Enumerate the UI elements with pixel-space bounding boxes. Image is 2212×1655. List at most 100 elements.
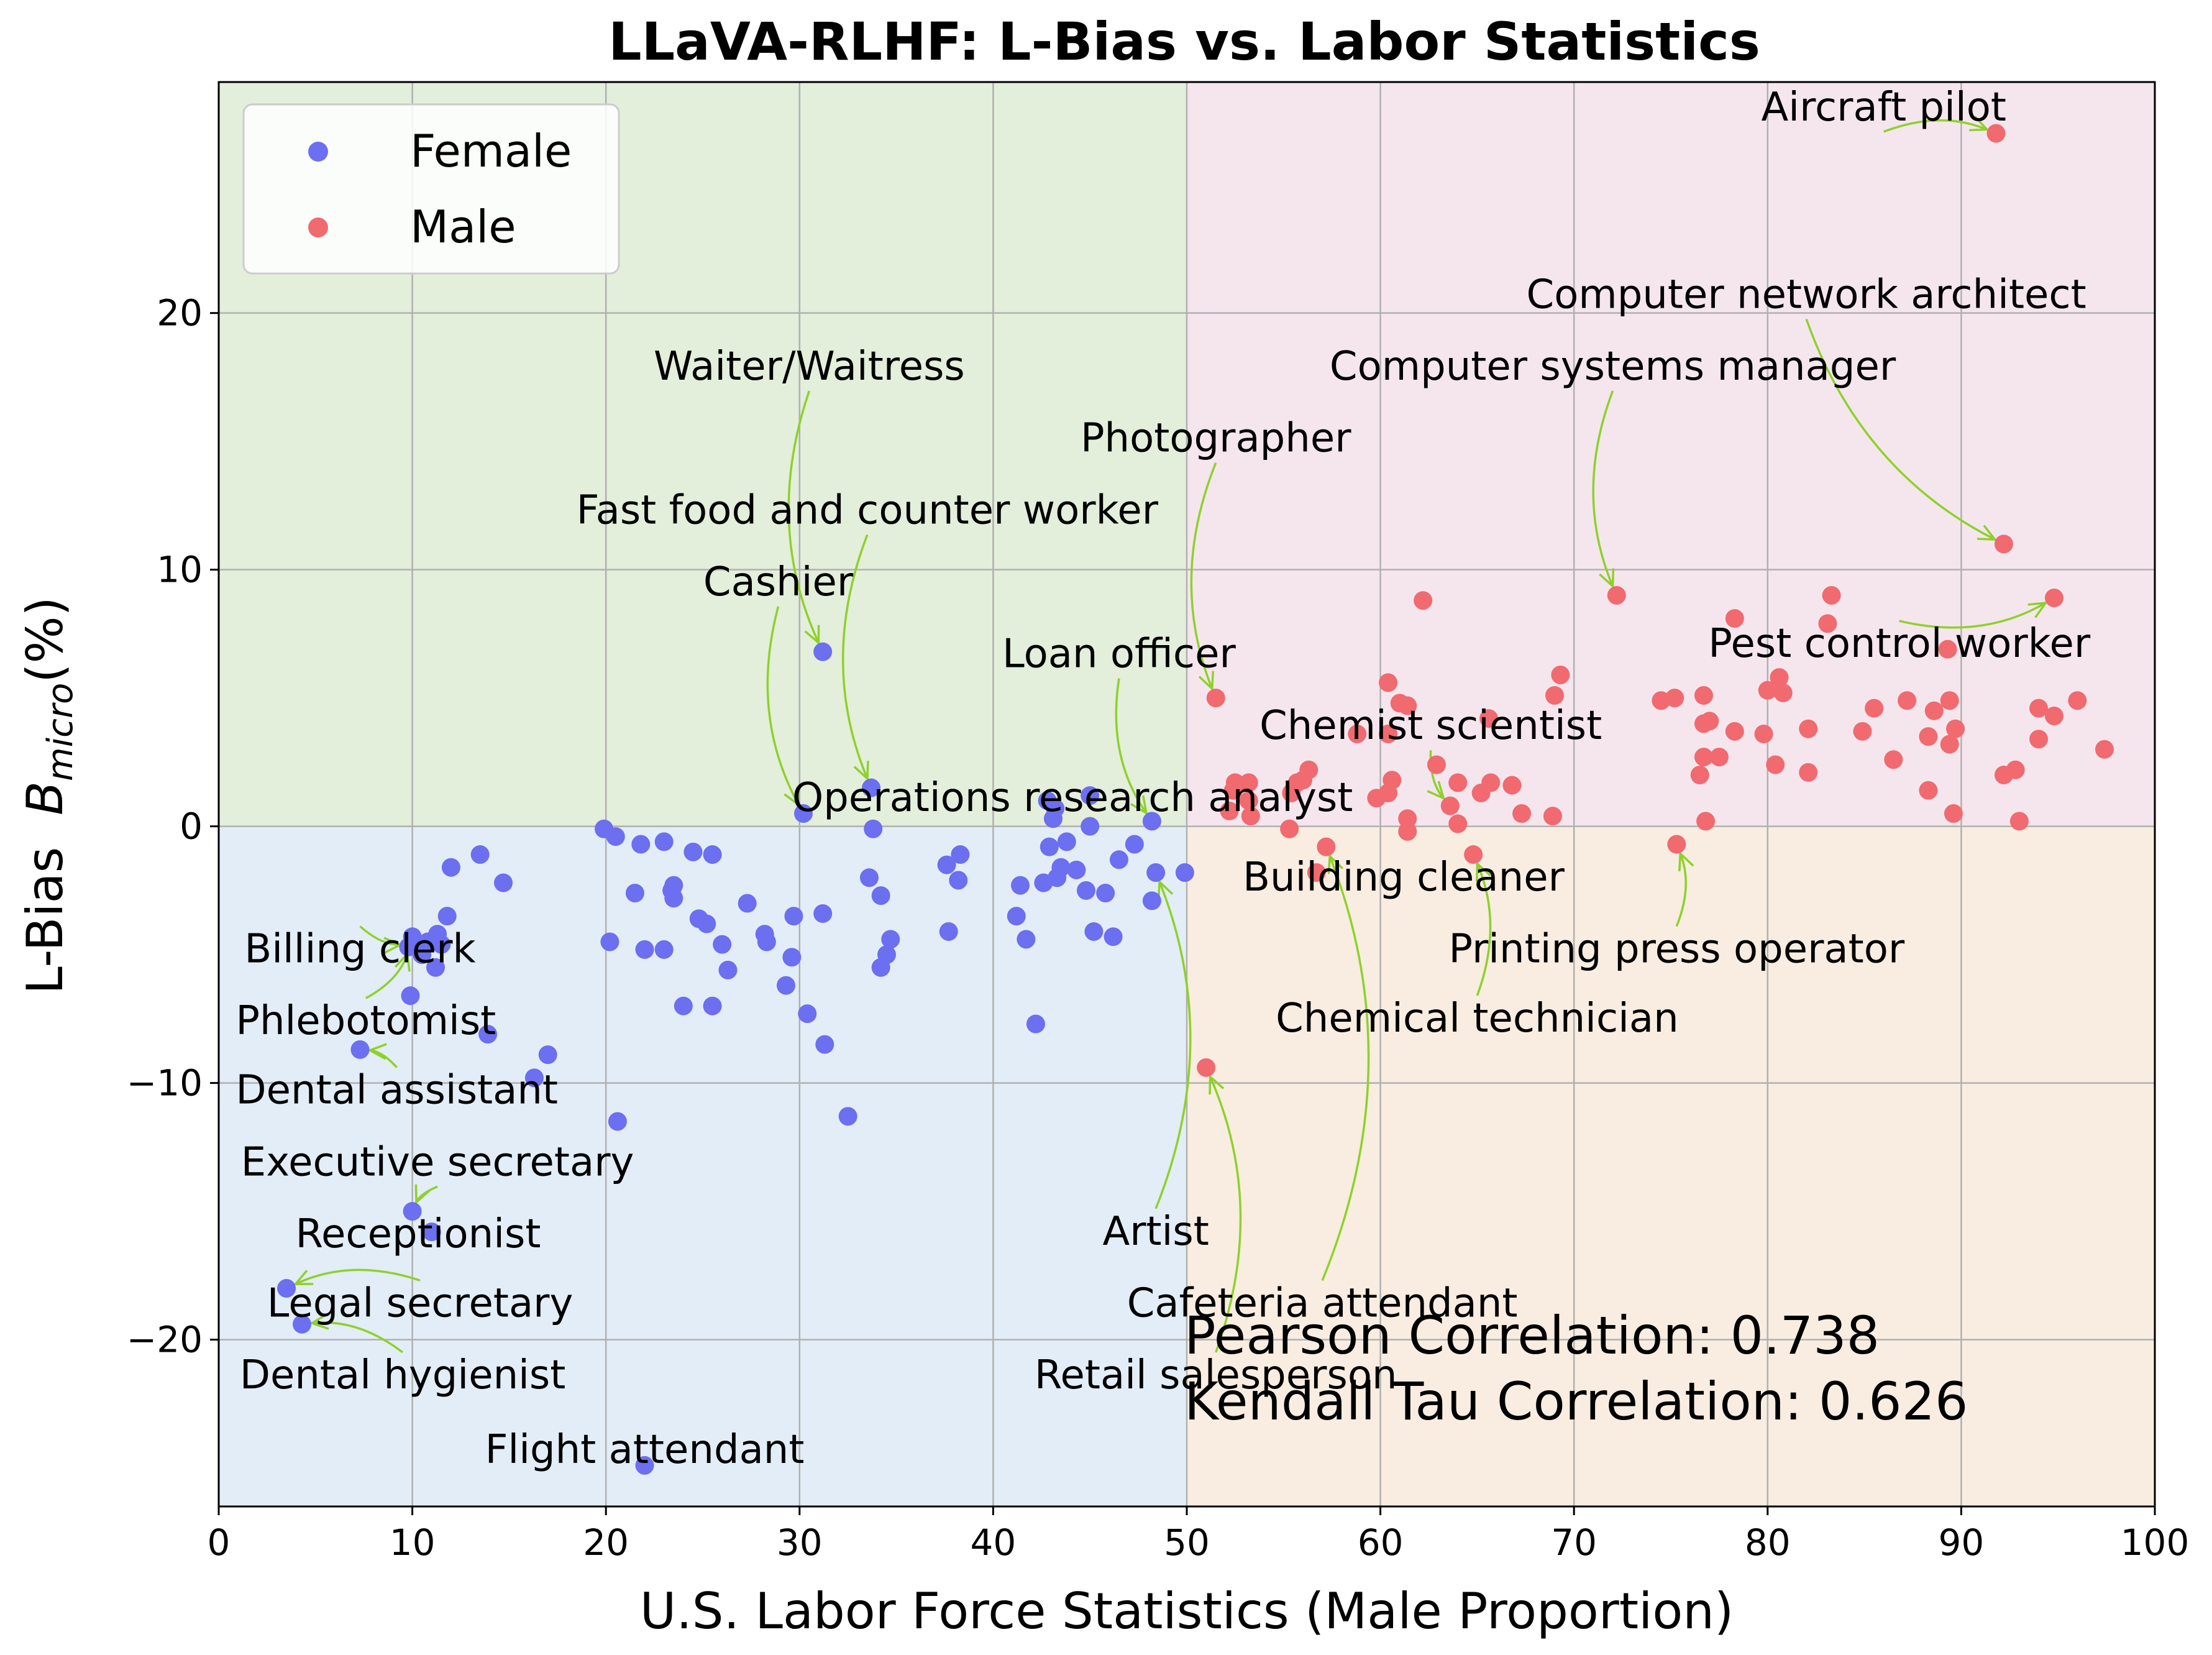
female-point [635, 940, 654, 959]
male-point [1398, 696, 1417, 715]
annotation-label: Cashier [703, 559, 854, 605]
female-point [794, 804, 813, 823]
male-point [1754, 724, 1773, 743]
x-tick-label: 20 [583, 1521, 629, 1564]
legend: Female Male [242, 103, 620, 275]
female-point [859, 868, 879, 887]
male-point [1944, 804, 1963, 823]
male-point [2029, 699, 2049, 718]
male-point [2044, 589, 2063, 608]
male-point [1414, 591, 1433, 610]
female-point [1051, 858, 1071, 877]
quadrant-backgrounds [219, 82, 2155, 1506]
female-point [662, 881, 682, 900]
female-point [600, 932, 619, 951]
annotation-arrow [1190, 462, 1217, 689]
female-point [703, 996, 722, 1015]
female-point [939, 922, 958, 941]
annotation-arrow [787, 390, 820, 644]
annotation-arrow [1805, 318, 1996, 541]
female-point [1081, 817, 1100, 836]
annotation-label: Pest control worker [1708, 621, 2091, 667]
annotation-label: Flight attendant [485, 1427, 805, 1473]
female-point [606, 827, 625, 846]
male-point [1919, 781, 1938, 800]
x-tick-label: 40 [970, 1521, 1016, 1564]
male-point [1398, 809, 1417, 828]
female-point [949, 871, 968, 890]
female-point [654, 940, 674, 959]
annotation-label: Waiter/Waitress [654, 344, 965, 390]
annotation-label: Chemical technician [1276, 996, 1679, 1042]
annotation-label: Building cleaner [1243, 855, 1565, 901]
male-point [1197, 1058, 1216, 1077]
x-axis-label: U.S. Labor Force Statistics (Male Propor… [640, 1582, 1734, 1640]
female-point [713, 935, 732, 954]
annotation-arrowhead [1427, 781, 1446, 800]
female-point [1142, 891, 1161, 910]
female-point [1038, 791, 1057, 810]
female-point [951, 845, 970, 864]
female-point [838, 1107, 857, 1126]
annotation-arrow [359, 925, 401, 946]
kendall-correlation: Kendall Tau Correlation: 0.626 [1184, 1371, 1968, 1432]
male-point [1282, 783, 1301, 802]
annotation-arrowhead [293, 1270, 314, 1285]
male-point [1280, 819, 1299, 838]
annotation-label: Computer systems manager [1330, 344, 1896, 390]
male-point [1307, 863, 1326, 882]
female-point [674, 996, 693, 1015]
annotation-label: Billing clerk [244, 926, 475, 972]
female-point [1026, 1014, 1045, 1034]
female-point [1081, 786, 1100, 805]
male-point [1502, 776, 1522, 795]
female-point [413, 945, 432, 965]
male-point [1427, 755, 1446, 774]
male-point [2009, 812, 2029, 831]
annotation-arrowhead [1327, 853, 1343, 874]
female-point [1007, 907, 1026, 926]
female-point [441, 858, 460, 877]
annotation-label: Artist [1102, 1209, 1209, 1255]
annotation-label: Computer network architect [1527, 272, 2086, 318]
annotation-label: Loan officer [1002, 631, 1236, 677]
female-point [864, 819, 883, 838]
female-point [782, 948, 802, 967]
female-point [437, 907, 457, 926]
annotation-arrow [1115, 678, 1148, 814]
male-point [1694, 748, 1713, 767]
male-point [1799, 719, 1818, 738]
y-axis-label: L-Bias Bmicro(%) [16, 597, 81, 994]
male-point [1766, 755, 1785, 774]
female-point [1067, 860, 1086, 879]
male-point [1865, 699, 1884, 718]
annotation-label: Cafeteria attendant [1127, 1280, 1518, 1326]
male-point [1938, 640, 1957, 659]
male-point [1709, 748, 1729, 767]
female-point [608, 1112, 627, 1131]
annotation-arrowhead [853, 761, 869, 781]
female-point [815, 1035, 834, 1054]
female-point [757, 932, 776, 951]
male-point [1940, 735, 1959, 754]
male-point [1543, 807, 1562, 826]
male-point [1696, 812, 1716, 831]
x-ticks: 0 10 20 30 40 50 60 70 80 90 100 [208, 1506, 2189, 1564]
annotation-label: Operations research analyst [792, 775, 1353, 821]
female-point [1017, 930, 1036, 949]
annotation-label: Legal secretary [267, 1280, 574, 1326]
male-point [1239, 791, 1258, 810]
annotation-arrow [1321, 855, 1370, 1281]
x-tick-label: 50 [1164, 1521, 1210, 1564]
annotation-arrow [365, 953, 409, 999]
x-tick-label: 70 [1551, 1521, 1597, 1564]
female-point [862, 778, 881, 797]
annotation-arrow [1899, 602, 2047, 629]
male-point [1512, 804, 1532, 823]
male-point [1725, 609, 1744, 628]
female-point [478, 1025, 498, 1044]
annotation-arrowhead [1977, 525, 1998, 541]
female-point [399, 937, 418, 956]
annotation-arrow [295, 1268, 421, 1285]
legend-female-label: Female [410, 125, 572, 177]
